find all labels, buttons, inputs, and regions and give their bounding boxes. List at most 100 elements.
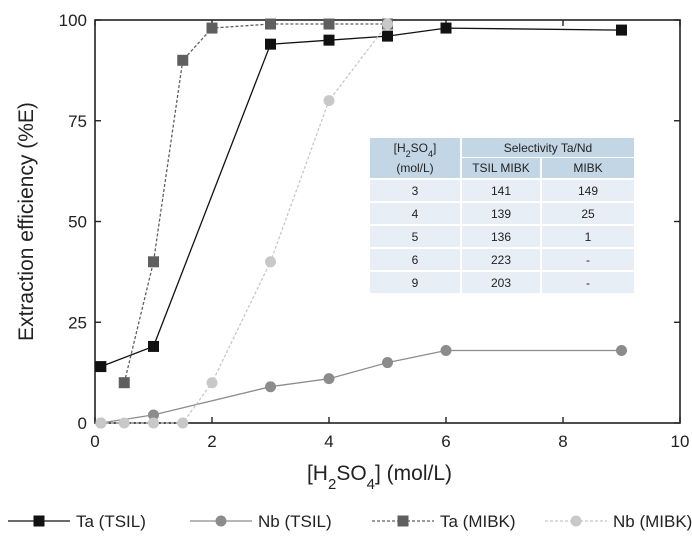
data-point bbox=[616, 344, 627, 356]
y-tick-label: 100 bbox=[59, 11, 87, 30]
table-cell bbox=[370, 249, 460, 270]
legend-marker bbox=[215, 515, 227, 527]
data-point bbox=[265, 256, 276, 268]
selectivity-table: [H2SO4] (mol/L) Selectivity Ta/Nd TSIL MIBK… bbox=[370, 138, 634, 293]
data-point bbox=[382, 30, 393, 42]
table-cell-value: 139 bbox=[491, 207, 511, 221]
data-point bbox=[95, 361, 107, 373]
data-point bbox=[148, 409, 159, 421]
data-point bbox=[118, 417, 130, 429]
legend-marker bbox=[570, 515, 582, 527]
y-tick-label: 75 bbox=[68, 112, 87, 131]
table-cell-value: 6 bbox=[412, 253, 419, 267]
data-point bbox=[148, 417, 159, 429]
legend-label: Ta (MIBK) bbox=[440, 512, 516, 531]
data-point bbox=[265, 18, 276, 30]
data-point bbox=[118, 377, 130, 389]
table-cell bbox=[462, 272, 540, 293]
table-cell bbox=[370, 203, 460, 224]
series-line bbox=[100, 349, 622, 424]
x-tick-label: 4 bbox=[324, 432, 333, 451]
legend-label: Nb (TSIL) bbox=[258, 512, 332, 531]
data-point bbox=[265, 38, 276, 50]
data-point bbox=[95, 417, 107, 429]
table-group-header-cell bbox=[462, 138, 634, 157]
legend-item: Ta (TSIL) bbox=[8, 512, 146, 531]
table-cell-value: 3 bbox=[412, 184, 419, 198]
legend: Ta (TSIL) Nb (TSIL) Ta (MIBK) Nb (MIBK) bbox=[8, 512, 692, 531]
data-point bbox=[148, 256, 159, 268]
table-row-header-label: [H2SO4] bbox=[394, 141, 437, 159]
table-col-header-cell bbox=[462, 158, 540, 178]
data-point bbox=[323, 373, 335, 385]
table-cell-value: 25 bbox=[581, 207, 595, 221]
series-nb-tsil bbox=[95, 344, 627, 429]
legend-item: Nb (TSIL) bbox=[190, 512, 332, 531]
legend-item: Nb (MIBK) bbox=[545, 512, 692, 531]
data-point bbox=[440, 344, 452, 356]
data-point bbox=[616, 24, 627, 36]
table-cell bbox=[462, 203, 540, 224]
x-tick-label: 6 bbox=[441, 432, 450, 451]
table-cell-value: 1 bbox=[585, 230, 592, 244]
x-tick-label: 0 bbox=[90, 432, 99, 451]
series-ta-mibk bbox=[118, 18, 393, 389]
data-point bbox=[382, 357, 393, 369]
table-cell bbox=[462, 226, 540, 247]
data-point bbox=[323, 18, 335, 30]
x-axis-title: [H2SO4] (mol/L) bbox=[307, 462, 452, 493]
table-cell-value: 149 bbox=[578, 184, 598, 198]
table-col-header-cell bbox=[542, 158, 634, 178]
data-point bbox=[440, 22, 452, 34]
table-cell bbox=[542, 249, 634, 270]
table-cell bbox=[370, 226, 460, 247]
y-tick-label: 0 bbox=[78, 414, 87, 433]
data-point bbox=[148, 340, 159, 352]
table-cell bbox=[462, 180, 540, 201]
x-tick-label: 10 bbox=[671, 432, 690, 451]
table-cell-value: 223 bbox=[491, 253, 511, 267]
y-tick-label: 25 bbox=[68, 313, 87, 332]
data-point bbox=[382, 18, 393, 30]
data-point bbox=[265, 381, 276, 393]
data-series bbox=[95, 18, 627, 429]
legend-marker bbox=[397, 515, 409, 527]
legend-marker bbox=[33, 515, 45, 527]
table-cell bbox=[542, 180, 634, 201]
table-cell bbox=[542, 272, 634, 293]
legend-label: Ta (TSIL) bbox=[76, 512, 146, 531]
table-cell-value: 203 bbox=[491, 276, 511, 290]
legend-item: Ta (MIBK) bbox=[372, 512, 516, 531]
series-line bbox=[100, 23, 389, 424]
table-cell-value: 4 bbox=[412, 207, 419, 221]
table-row-header-unit: (mol/L) bbox=[396, 161, 433, 175]
table-group-header: Selectivity Ta/Nd bbox=[504, 141, 592, 155]
table-cell-value: - bbox=[586, 253, 590, 267]
data-point bbox=[323, 95, 335, 107]
table-cell-value: 141 bbox=[491, 184, 511, 198]
series-ta-tsil bbox=[95, 22, 627, 373]
table-cell-value: - bbox=[586, 276, 590, 290]
data-point bbox=[177, 417, 189, 429]
y-tick-label: 50 bbox=[68, 213, 87, 232]
data-point bbox=[323, 34, 335, 46]
x-tick-label: 8 bbox=[558, 432, 567, 451]
table-cell bbox=[370, 180, 460, 201]
x-tick-label: 2 bbox=[207, 432, 216, 451]
table-cell bbox=[542, 203, 634, 224]
table-cell-value: 136 bbox=[491, 230, 511, 244]
table-cell bbox=[542, 226, 634, 247]
table-cell bbox=[462, 249, 540, 270]
table-cell bbox=[370, 272, 460, 293]
data-point bbox=[177, 54, 189, 66]
table-cell-value: 5 bbox=[412, 230, 419, 244]
table-column-header: MIBK bbox=[573, 161, 602, 175]
legend-label: Nb (MIBK) bbox=[613, 512, 692, 531]
table-column-header: TSIL MIBK bbox=[472, 161, 530, 175]
table-header-cell bbox=[370, 138, 460, 178]
y-axis-title: Extraction efficiency (%E) bbox=[15, 102, 38, 341]
table-cell-value: 9 bbox=[412, 276, 419, 290]
series-nb-mibk bbox=[95, 18, 393, 429]
